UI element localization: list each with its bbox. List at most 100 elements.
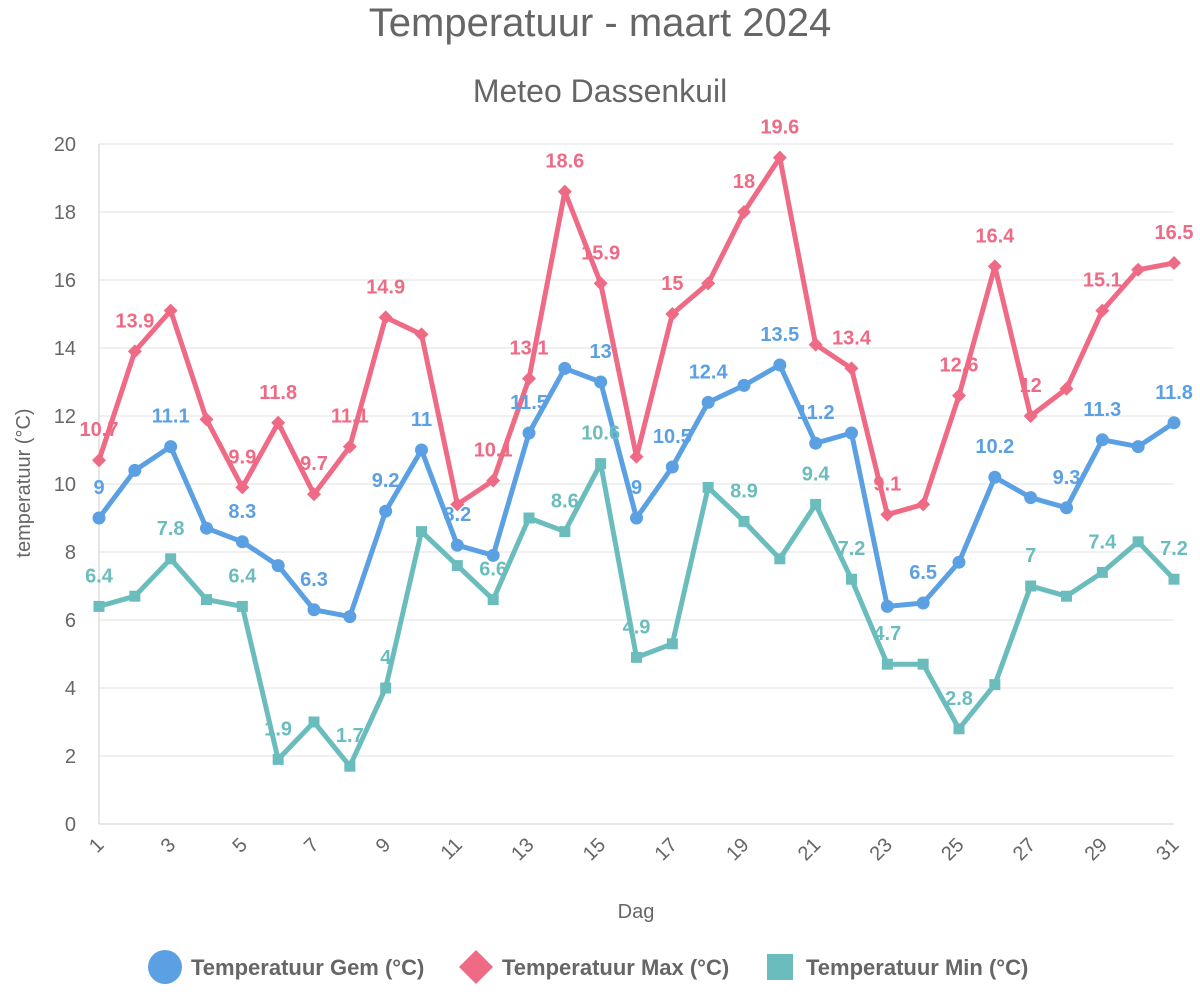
data-point [342, 439, 357, 454]
x-tick-label: 7 [300, 834, 323, 857]
data-point [522, 371, 536, 386]
data-label: 6.3 [300, 569, 328, 591]
chart-title: Temperatuur - maart 2024 [369, 1, 831, 45]
data-point [1061, 590, 1072, 602]
data-point [271, 559, 285, 573]
data-point [379, 504, 393, 518]
data-label: 19.6 [760, 117, 799, 139]
legend-label: Temperatuur Min (°C) [806, 955, 1028, 980]
x-tick-label: 17 [651, 834, 682, 865]
data-point [774, 553, 786, 565]
data-label: 10.1 [474, 440, 513, 462]
data-label: 16.4 [975, 225, 1015, 247]
data-label: 15.9 [581, 242, 620, 264]
data-label: 11 [411, 409, 432, 431]
data-label: 6.4 [85, 565, 114, 587]
data-label: 4 [380, 647, 392, 669]
data-point [415, 443, 428, 457]
data-label: 10.5 [653, 426, 692, 448]
data-point [846, 573, 857, 585]
data-point [737, 205, 751, 219]
x-tick-label: 5 [228, 834, 251, 857]
data-labels-layer: 9 11.1 8.3 6.3 9.2 11 8.2 11.5 13 9 10.5 12.4 13.5 11… [80, 117, 1194, 748]
data-label: 4.7 [873, 623, 901, 645]
data-point [200, 521, 213, 535]
data-label: 18 [733, 171, 755, 193]
data-point [702, 481, 714, 493]
data-point [416, 526, 427, 538]
data-point [953, 723, 965, 735]
data-point [92, 453, 106, 468]
data-label: 9.1 [873, 474, 901, 496]
data-point [629, 449, 644, 464]
data-label: 11.3 [1083, 399, 1121, 421]
data-point [808, 337, 823, 352]
y-tick-label: 20 [54, 134, 76, 156]
data-point [522, 426, 536, 440]
series-diamond [92, 150, 1181, 522]
data-point [738, 515, 750, 527]
data-point [916, 497, 931, 512]
data-point [235, 480, 250, 495]
data-point [1167, 256, 1181, 270]
data-point [487, 594, 499, 606]
data-point [235, 535, 249, 549]
x-tick-label: 1 [85, 834, 108, 857]
legend-item[interactable]: Temperatuur Gem (°C) [148, 950, 424, 984]
data-point [1096, 566, 1108, 578]
data-label: 8.6 [551, 491, 579, 513]
data-point [737, 378, 751, 392]
data-point [917, 658, 929, 670]
series-square [93, 458, 1180, 772]
data-label: 13.9 [115, 310, 154, 332]
data-label: 7.8 [157, 518, 185, 540]
x-tick-label: 15 [579, 834, 610, 865]
data-label: 10.6 [581, 423, 620, 445]
data-point [630, 511, 643, 525]
x-tick-label: 11 [437, 834, 467, 864]
data-label: 14.9 [366, 276, 405, 298]
data-point [1168, 573, 1180, 585]
legend-item[interactable]: Temperatuur Max (°C) [459, 950, 729, 984]
data-point [701, 276, 716, 291]
data-label: 8.3 [228, 501, 256, 523]
data-label: 9 [631, 477, 642, 499]
data-label: 9.9 [228, 446, 256, 468]
data-label: 12.6 [940, 355, 979, 377]
data-label: 11.2 [797, 402, 835, 424]
series-layer [92, 150, 1181, 772]
legend-item[interactable]: Temperatuur Min (°C) [767, 954, 1028, 980]
y-axis-ticks: 0 2 4 6 8 10 12 14 16 18 20 [54, 134, 76, 836]
data-point [128, 463, 142, 477]
legend-label: Temperatuur Max (°C) [502, 955, 729, 980]
data-label: 9.7 [300, 453, 328, 475]
data-point [1060, 501, 1073, 515]
data-point [163, 303, 178, 318]
data-point [486, 473, 501, 488]
data-label: 4.9 [623, 616, 651, 638]
data-point [594, 375, 608, 389]
data-label: 15.1 [1083, 270, 1122, 292]
data-point [772, 150, 787, 165]
data-label: 10.2 [975, 436, 1014, 458]
data-label: 8.9 [730, 480, 758, 502]
data-point [989, 679, 1001, 691]
data-point [1132, 536, 1144, 548]
y-tick-label: 10 [54, 474, 76, 496]
data-point [272, 753, 284, 765]
data-point [773, 358, 787, 372]
data-point [378, 310, 393, 325]
y-tick-label: 4 [65, 678, 76, 700]
data-point [1023, 409, 1038, 423]
data-label: 9 [93, 477, 104, 499]
data-label: 11.8 [1155, 382, 1193, 404]
x-axis-label: Dag [618, 901, 655, 923]
data-label: 7 [1025, 545, 1036, 567]
data-point [523, 512, 535, 524]
data-label: 15 [661, 273, 683, 295]
data-point [236, 600, 248, 612]
data-point [844, 361, 859, 376]
data-label: 1.9 [264, 718, 292, 740]
data-point [414, 327, 429, 342]
